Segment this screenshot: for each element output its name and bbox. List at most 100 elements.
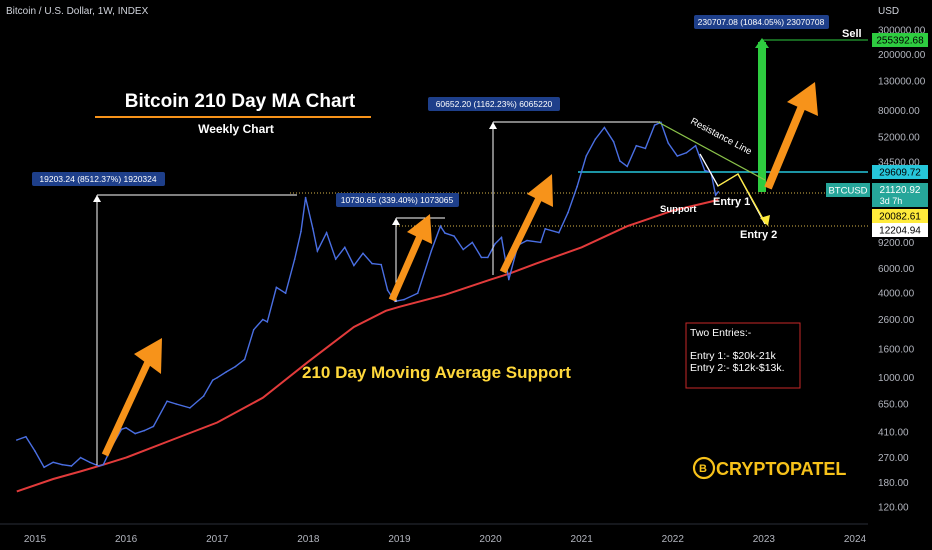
x-tick-label: 2024 (844, 534, 867, 545)
ma-support-label: 210 Day Moving Average Support (302, 363, 571, 382)
price-point (189, 407, 191, 409)
price-point (603, 126, 606, 129)
price-point (576, 185, 578, 188)
price-point (143, 429, 146, 432)
price-tags: 255392.68 29609.72 BTCUSD 21120.92 3d 7h… (826, 33, 928, 237)
x-axis: 2015 2016 2017 2018 2019 2020 2021 2022 2023 2024 (24, 534, 867, 545)
price-point (386, 289, 389, 292)
y-tick-label: 9200.00 (878, 238, 915, 249)
tag-255392-bg (872, 33, 928, 47)
price-point (567, 211, 569, 214)
currency-label: USD (878, 6, 899, 17)
measure-arrowhead-2019 (392, 218, 400, 225)
measure-text-2021: 60652.20 (1162.23%) 6065220 (436, 99, 553, 109)
price-point (79, 456, 82, 459)
price-point (644, 147, 647, 150)
y-tick-label: 52000.00 (878, 132, 920, 143)
price-point (539, 241, 542, 244)
price-point (34, 450, 36, 452)
price-point (25, 435, 27, 438)
entries-line-2: Entry 2:- $12k-$13k. (690, 362, 785, 374)
price-point (585, 155, 587, 157)
price-point (312, 228, 314, 230)
y-tick-label: 410.00 (878, 428, 909, 439)
price-point (43, 466, 45, 469)
price-point (70, 465, 73, 467)
tag-255392-text: 255392.68 (876, 36, 924, 47)
ma-210-line (16, 198, 719, 493)
price-point (380, 263, 383, 266)
price-point (453, 235, 455, 237)
price-point (166, 400, 168, 403)
measure-text-2017: 19203.24 (8512.37%) 1920324 (39, 174, 156, 184)
tag-29609-bg (872, 165, 928, 179)
measure-text-2019: 10730.65 (339.40%) 1073065 (341, 195, 454, 205)
price-point (334, 258, 337, 260)
price-point (430, 250, 433, 252)
tag-20082-bg (872, 209, 928, 223)
price-point (526, 239, 528, 242)
measure-box-projection (694, 15, 829, 29)
tag-12204-text: 12204.94 (879, 226, 921, 237)
brand-coin-glyph: B (699, 463, 707, 475)
price-point (252, 328, 255, 331)
price-point (594, 138, 597, 140)
measure-arrowhead-2017 (93, 195, 101, 202)
price-point (293, 258, 296, 260)
y-tick-label: 1000.00 (878, 373, 915, 384)
price-point (266, 321, 269, 323)
price-point (15, 439, 18, 441)
price-point (52, 461, 54, 464)
price-point (487, 256, 489, 259)
price-point (494, 243, 496, 245)
chart-title: Bitcoin 210 Day MA Chart (125, 91, 356, 112)
price-point (61, 463, 64, 466)
price-point (102, 463, 105, 466)
price-point (262, 318, 264, 321)
tag-21120-text: 21120.92 (880, 185, 921, 196)
price-point (635, 144, 638, 147)
price-point (98, 465, 100, 467)
x-tick-label: 2019 (388, 534, 411, 545)
tag-12204-bg (872, 223, 928, 237)
price-point (275, 286, 278, 289)
measure-text-projection: 230707.08 (1084.05%) 23070708 (698, 17, 825, 27)
price-point (325, 231, 328, 234)
price-point (202, 395, 205, 397)
price-point (152, 425, 155, 428)
y-axis: 300000.00 200000.00 130000.00 80000.00 52000… (878, 26, 926, 514)
sell-label: Sell (842, 28, 862, 40)
price-point (444, 232, 446, 234)
x-tick-label: 2022 (662, 534, 685, 545)
y-tick-label: 80000.00 (878, 106, 920, 117)
y-tick-label: 1600.00 (878, 345, 915, 356)
price-point (316, 250, 319, 252)
price-point (344, 246, 346, 249)
sell-projection-arrowhead (755, 38, 769, 48)
price-point (653, 124, 656, 126)
tag-3d7h-text: 3d 7h (880, 196, 903, 206)
sell-projection-bar (758, 42, 766, 192)
entries-line-1: Entry 1:- $20k-21k (690, 350, 777, 362)
y-tick-label: 4000.00 (878, 289, 915, 300)
chart-subtitle: Weekly Chart (198, 122, 274, 136)
price-points (15, 121, 720, 469)
price-point (694, 144, 697, 147)
price-point (676, 155, 679, 157)
price-point (471, 241, 474, 244)
symbol-header: Bitcoin / U.S. Dollar, 1W, INDEX (6, 6, 149, 17)
price-point (685, 152, 688, 154)
price-point (612, 140, 615, 143)
price-point (703, 169, 706, 172)
tag-20082-text: 20082.61 (879, 212, 921, 223)
orange-arrow-2019 (388, 214, 432, 302)
price-point (134, 432, 136, 435)
x-tick-label: 2015 (24, 534, 47, 545)
projection-arrowhead (760, 215, 770, 226)
price-point (619, 160, 621, 162)
support-label: Support (660, 204, 697, 215)
price-point (284, 292, 287, 295)
entry1-label: Entry 1 (713, 196, 750, 208)
price-point (500, 236, 503, 239)
